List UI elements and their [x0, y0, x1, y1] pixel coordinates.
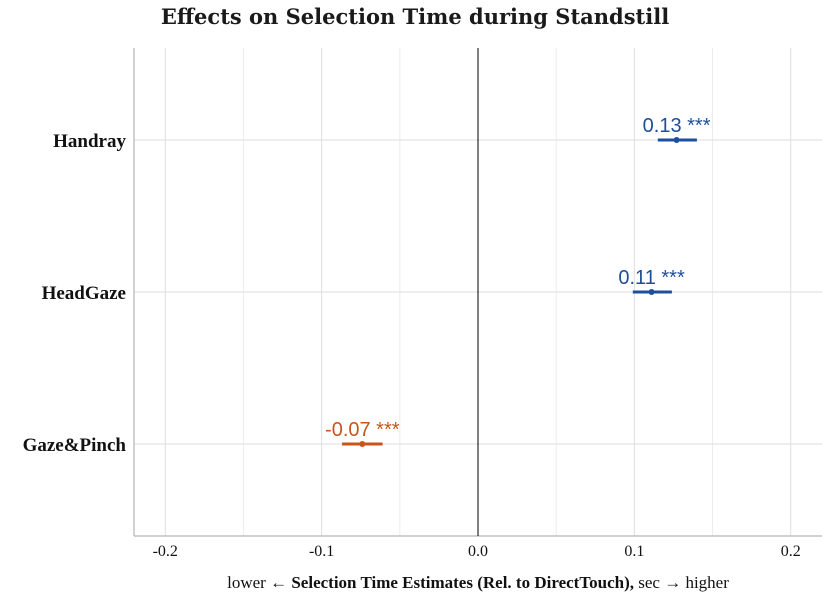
- data-label: -0.07 ***: [325, 419, 400, 441]
- y-tick-labels: Handray HeadGaze Gaze&Pinch: [23, 131, 127, 456]
- data-label: 0.11 ***: [618, 267, 685, 289]
- x-tick-label: 0.2: [781, 543, 801, 560]
- estimate-headgaze: 0.11 ***: [618, 267, 685, 295]
- point-estimate: [359, 441, 366, 447]
- chart-title: Effects on Selection Time during Standst…: [161, 4, 669, 29]
- y-tick-label: Gaze&Pinch: [23, 435, 127, 456]
- point-estimate: [673, 137, 680, 143]
- x-axis-label: lower ← Selection Time Estimates (Rel. t…: [227, 573, 729, 592]
- x-tick-labels: -0.2 -0.1 0.0 0.1 0.2: [153, 543, 801, 560]
- x-tick-label: -0.2: [153, 543, 178, 560]
- y-tick-label: HeadGaze: [42, 283, 126, 304]
- point-estimate: [648, 289, 655, 295]
- data-label: 0.13 ***: [643, 115, 711, 137]
- y-tick-label: Handray: [53, 131, 126, 152]
- estimate-handray: 0.13 ***: [643, 115, 711, 143]
- estimates: 0.13 *** 0.11 *** -0.07 ***: [325, 115, 711, 447]
- estimate-gazepinch: -0.07 ***: [325, 419, 400, 447]
- x-tick-label: 0.1: [624, 543, 644, 560]
- x-tick-label: -0.1: [309, 543, 334, 560]
- axes: [133, 48, 822, 537]
- x-tick-label: 0.0: [468, 543, 488, 560]
